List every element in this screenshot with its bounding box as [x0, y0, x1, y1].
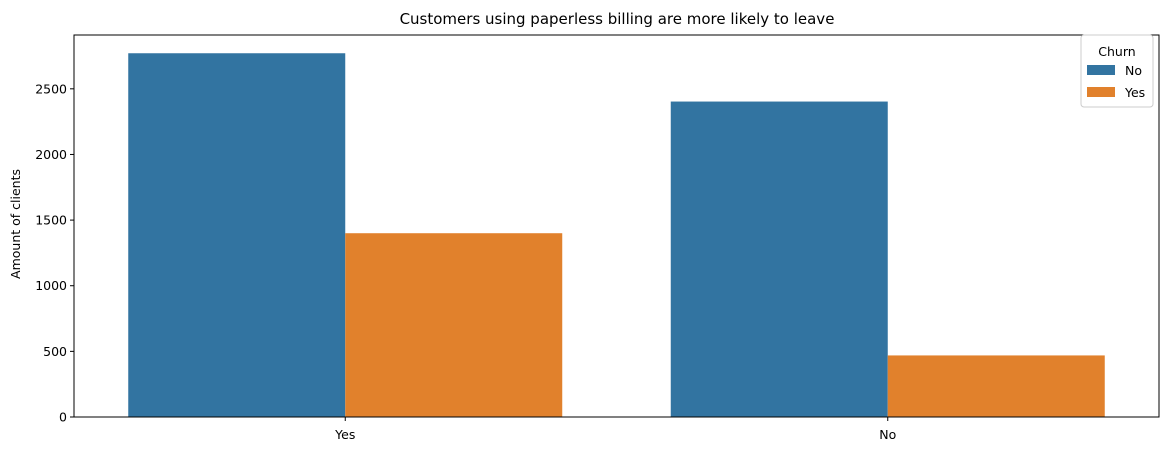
- y-axis-label: Amount of clients: [8, 169, 23, 279]
- y-tick-label: 2500: [35, 81, 67, 96]
- bar-no-churn-no: [670, 101, 888, 418]
- plot-area: Yes No 0 500 1000 1500 2000 2500: [35, 34, 1160, 442]
- y-tick-label: 500: [43, 344, 67, 359]
- bar-yes-churn-yes: [345, 233, 563, 417]
- y-tick-label: 0: [59, 410, 67, 425]
- legend-label-yes: Yes: [1124, 85, 1145, 100]
- bar-yes-churn-no: [128, 53, 346, 417]
- chart-title: Customers using paperless billing are mo…: [400, 10, 835, 28]
- legend: Churn No Yes: [1080, 34, 1154, 108]
- legend-swatch-yes: [1087, 87, 1115, 97]
- legend-swatch-no: [1087, 65, 1115, 75]
- x-tick-label: No: [879, 427, 896, 442]
- axes-frame: [73, 34, 1160, 418]
- legend-title: Churn: [1098, 44, 1135, 59]
- y-tick-label: 2000: [35, 147, 67, 162]
- x-tick-label: Yes: [334, 427, 355, 442]
- bar-no-churn-yes: [887, 355, 1105, 417]
- y-tick-label: 1000: [35, 278, 67, 293]
- y-tick-label: 1500: [35, 213, 67, 228]
- legend-label-no: No: [1125, 63, 1142, 78]
